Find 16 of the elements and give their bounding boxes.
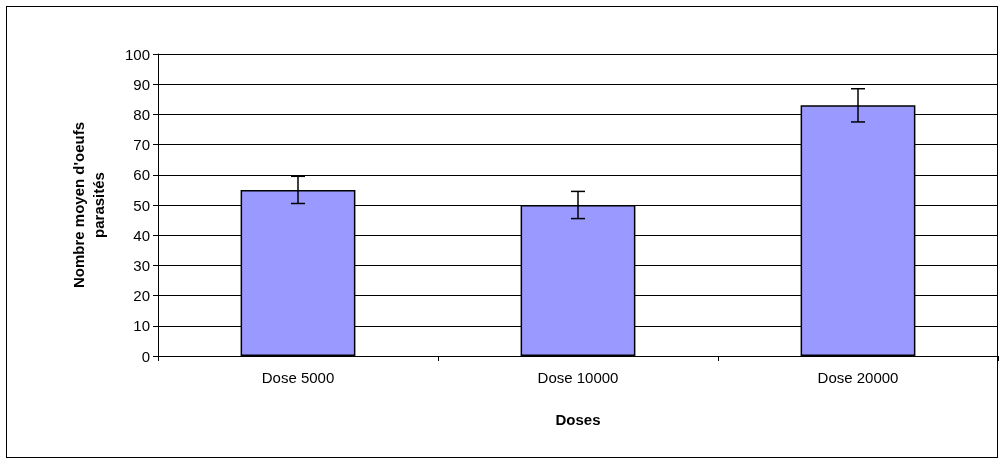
y-tick-label: 90 [133, 75, 150, 93]
y-tick-label: 80 [133, 105, 150, 123]
x-tick-label: Dose 10000 [537, 369, 619, 386]
x-axis-title: Doses [555, 411, 601, 428]
y-tick-label: 0 [141, 347, 150, 365]
x-tick-label: Dose 20000 [817, 369, 899, 386]
y-tick-label: 100 [124, 45, 150, 63]
y-axis-title: Nombre moyen d'oeufs parasités [69, 121, 107, 289]
x-tick-label: Dose 5000 [261, 369, 335, 386]
y-tick-label: 20 [133, 287, 150, 305]
y-tick-label: 70 [133, 136, 150, 154]
y-tick-label: 50 [133, 196, 150, 214]
y-tick-label: 30 [133, 256, 150, 274]
y-tick-label: 40 [133, 226, 150, 244]
y-tick-label: 10 [133, 317, 150, 335]
y-tick-label: 60 [133, 166, 150, 184]
